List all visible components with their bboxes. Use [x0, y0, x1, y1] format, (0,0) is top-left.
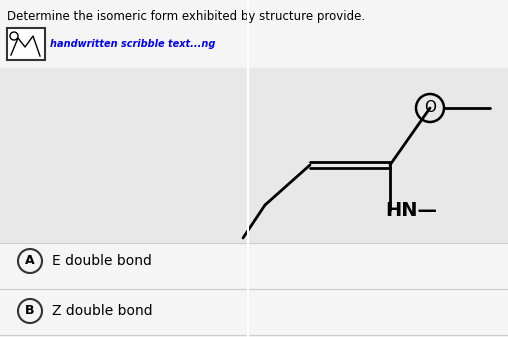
FancyBboxPatch shape: [7, 28, 45, 60]
Text: A: A: [25, 254, 35, 268]
Text: Z double bond: Z double bond: [52, 304, 152, 318]
Text: B: B: [25, 305, 35, 317]
Text: Determine the isomeric form exhibited by structure provide.: Determine the isomeric form exhibited by…: [7, 10, 365, 23]
Text: handwritten scribble text...ng: handwritten scribble text...ng: [50, 39, 215, 49]
Text: E double bond: E double bond: [52, 254, 152, 268]
FancyBboxPatch shape: [0, 243, 508, 337]
FancyBboxPatch shape: [0, 68, 248, 243]
Text: O: O: [424, 100, 436, 116]
Text: HN—: HN—: [385, 201, 437, 219]
FancyBboxPatch shape: [248, 68, 508, 243]
